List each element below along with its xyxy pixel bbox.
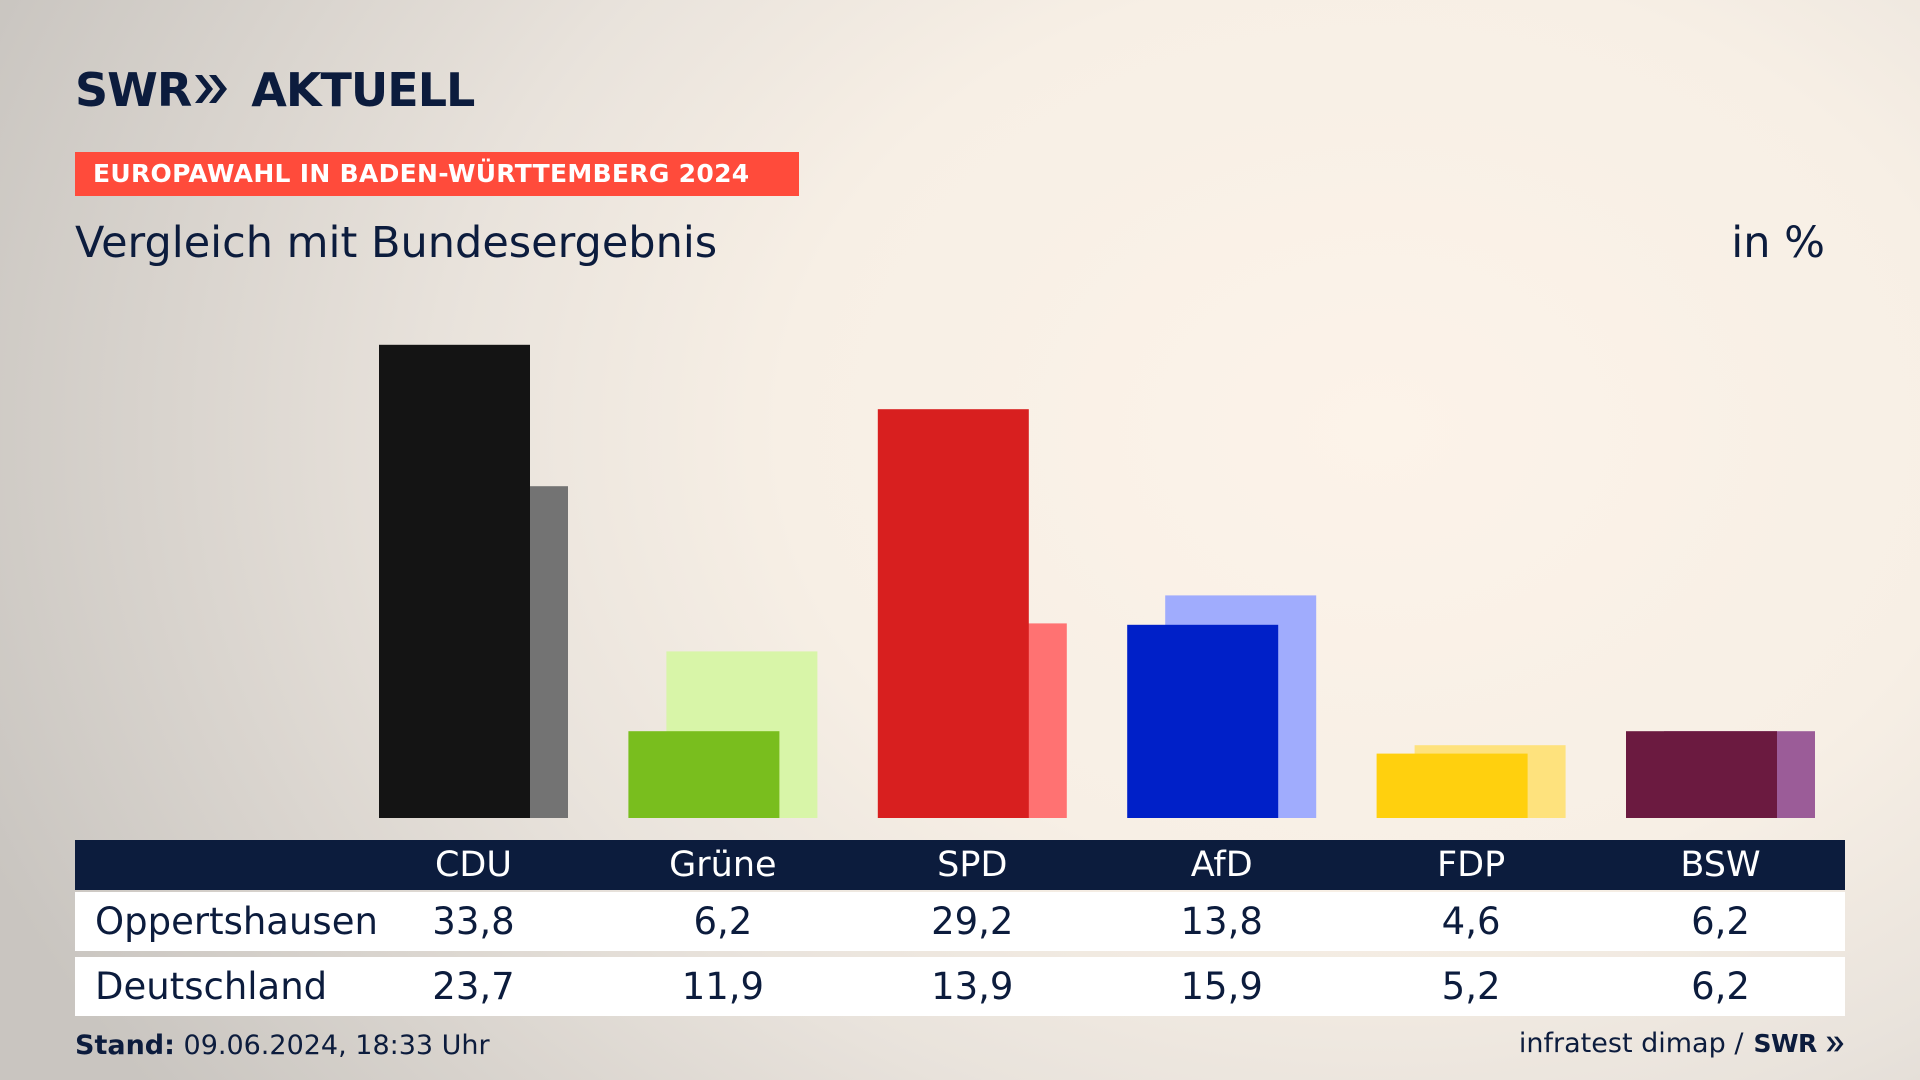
value-deutschland-afd: 15,9 [1180,965,1263,1008]
source-text: infratest dimap / [1518,1028,1744,1059]
value-oppertshausen-cdu: 33,8 [432,900,515,943]
timestamp: Stand: 09.06.2024, 18:33 Uhr [75,1030,490,1061]
logo-aktuell-text: AKTUELL [251,63,475,117]
value-oppertshausen-fdp: 4,6 [1441,900,1501,943]
column-header-fdp: FDP [1436,845,1506,885]
logo-swr-text: SWR [75,63,192,117]
table-header-row: CDU Grüne SPD AfD FDP BSW [75,840,1845,890]
column-header-spd: SPD [937,845,1008,885]
value-oppertshausen-bsw: 6,2 [1691,900,1750,943]
value-oppertshausen-spd: 29,2 [931,900,1014,943]
column-header-gruene: Grüne [669,845,777,885]
bar-oppertshausen-spd [877,409,1029,818]
column-header-afd: AfD [1190,845,1253,885]
column-header-bsw: BSW [1680,845,1761,885]
swr-mini-logo: SWR [1753,1029,1845,1058]
swr-aktuell-logo: SWR AKTUELL [75,63,475,117]
table-row-deutschland: Deutschland 23,7 11,9 13,9 15,9 5,2 6,2 [75,957,1845,1016]
column-header-cdu: CDU [434,845,512,885]
results-table: CDU Grüne SPD AfD FDP BSW Oppertshausen 33,8 6… [75,840,1845,1016]
table-row-oppertshausen: Oppertshausen 33,8 6,2 29,2 13,8 4,6 6,2 [75,892,1845,951]
chart-title: Vergleich mit Bundesergebnis [75,218,718,268]
swr-mini-logo-text: SWR [1753,1029,1817,1058]
unit-label: in % [1731,218,1825,268]
value-deutschland-spd: 13,9 [931,965,1014,1008]
row-label-oppertshausen: Oppertshausen [95,900,378,943]
stand-value: 09.06.2024, 18:33 Uhr [183,1030,490,1061]
bar-oppertshausen-afd [1127,624,1279,818]
bar-oppertshausen-fdp [1376,753,1528,818]
value-oppertshausen-afd: 13,8 [1180,900,1263,943]
bar-oppertshausen-bsw [1626,731,1777,818]
bar-oppertshausen-gruene [628,731,780,818]
source-credit: infratest dimap / SWR [1519,1028,1845,1059]
value-deutschland-bsw: 6,2 [1691,965,1750,1008]
bar-oppertshausen-cdu [379,344,530,818]
value-deutschland-cdu: 23,7 [432,965,515,1008]
bar-chart [379,344,1815,818]
double-chevron-icon [193,63,229,117]
value-deutschland-fdp: 5,2 [1441,965,1501,1008]
value-deutschland-gruene: 11,9 [681,965,765,1008]
election-tag: EUROPAWAHL IN BADEN-WÜRTTEMBERG 2024 [75,152,799,196]
value-oppertshausen-gruene: 6,2 [693,900,753,943]
stand-label: Stand: [75,1030,175,1061]
row-label-deutschland: Deutschland [95,965,328,1008]
